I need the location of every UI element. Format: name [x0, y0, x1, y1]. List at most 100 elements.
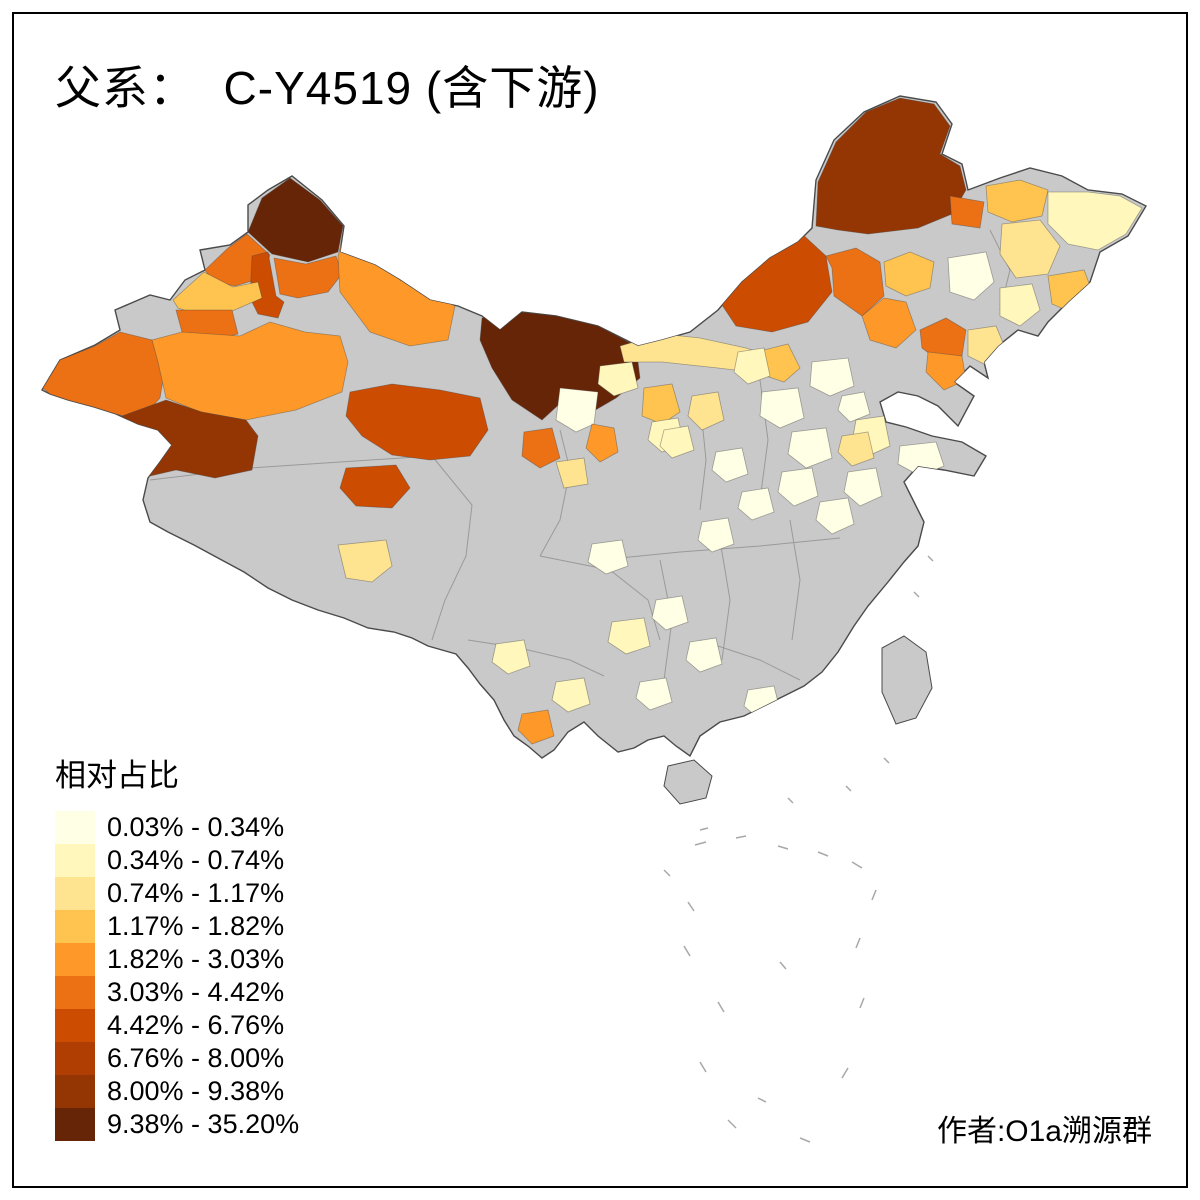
- legend-row: 3.03% - 4.42%: [55, 976, 299, 1009]
- map-region-ningxia-s: [659, 425, 695, 459]
- province-border: [699, 639, 801, 681]
- map-region-shanxi-a: [787, 427, 833, 469]
- map-region-yunnan-s: [517, 709, 555, 745]
- sea-mark: [913, 591, 920, 598]
- sea-mark: [687, 901, 695, 912]
- map-region-heihe: [985, 179, 1049, 223]
- sea-mark: [727, 1119, 737, 1129]
- legend-swatch: [55, 844, 95, 877]
- map-region-aksu-korla: [151, 321, 349, 421]
- map-region-shanxi-b: [733, 347, 771, 385]
- sea-mark: [799, 1137, 811, 1143]
- sea-mark: [699, 1061, 707, 1073]
- map-region-hulunbuir-se: [949, 195, 985, 229]
- legend-swatch: [55, 877, 95, 910]
- legend-swatch: [55, 1009, 95, 1042]
- map-region-zhangye: [521, 427, 561, 469]
- legend-swatch: [55, 910, 95, 943]
- map-region-im-baotou: [825, 247, 885, 317]
- map-region-hami: [345, 383, 489, 461]
- legend-swatch: [55, 811, 95, 844]
- sea-mark: [883, 757, 890, 764]
- legend-swatch: [55, 1108, 95, 1141]
- legend-label: 0.74% - 1.17%: [107, 878, 285, 908]
- legend-label: 8.00% - 9.38%: [107, 1076, 285, 1106]
- sea-mark: [757, 1097, 767, 1103]
- sea-mark: [699, 827, 709, 831]
- map-region-im-hohhot: [861, 297, 917, 349]
- legend-row: 0.03% - 0.34%: [55, 811, 299, 844]
- sea-mark: [817, 851, 829, 857]
- map-region-altay: [247, 177, 344, 263]
- province-border: [539, 429, 571, 557]
- legend-swatch: [55, 976, 95, 1009]
- legend-label: 3.03% - 4.42%: [107, 977, 285, 1007]
- legend-swatch: [55, 1042, 95, 1075]
- sea-mark: [787, 797, 794, 804]
- map-region-jilin-c: [999, 283, 1041, 327]
- island-hainan: [663, 759, 713, 805]
- legend-row: 8.00% - 9.38%: [55, 1075, 299, 1108]
- legend-row: 1.17% - 1.82%: [55, 910, 299, 943]
- map-region-hulunbuir: [815, 97, 967, 235]
- legend-swatch: [55, 943, 95, 976]
- map-region-shaanxi-s: [711, 447, 749, 483]
- map-region-hebei-a: [759, 387, 805, 429]
- sea-mark: [871, 889, 877, 901]
- province-border: [539, 555, 661, 641]
- province-border: [431, 455, 473, 641]
- legend-row: 0.74% - 1.17%: [55, 877, 299, 910]
- sea-mark: [859, 997, 865, 1009]
- map-region-gansu-pale: [555, 387, 599, 433]
- sea-mark: [927, 555, 934, 562]
- legend-row: 6.76% - 8.00%: [55, 1042, 299, 1075]
- map-region-hebei-b: [809, 357, 855, 397]
- map-region-jiangsu-a: [843, 467, 883, 507]
- legend-label: 0.34% - 0.74%: [107, 845, 285, 875]
- sea-mark: [777, 845, 789, 850]
- sea-mark: [845, 785, 852, 792]
- legend-row: 4.42% - 6.76%: [55, 1009, 299, 1042]
- map-region-gansu-east: [555, 457, 589, 489]
- map-region-ningxia: [641, 383, 681, 425]
- legend-row: 0.34% - 0.74%: [55, 844, 299, 877]
- province-border: [467, 639, 605, 677]
- map-region-gansu-c: [597, 361, 639, 397]
- map-region-lanzhou: [585, 423, 619, 463]
- map-region-chongqing-a: [651, 595, 689, 631]
- map-region-harbin-n: [999, 219, 1061, 279]
- map-region-hunan-a: [685, 637, 723, 673]
- map-region-qinghai-south: [337, 539, 393, 583]
- map-region-yunnan-e: [551, 677, 591, 713]
- legend-row: 9.38% - 35.20%: [55, 1108, 299, 1141]
- sea-mark: [851, 861, 863, 869]
- map-region-henan-b: [737, 487, 775, 521]
- map-region-ne-far: [1047, 191, 1143, 251]
- map-region-sichuan-a: [587, 539, 629, 575]
- island-taiwan: [881, 635, 933, 725]
- legend-label: 0.03% - 0.34%: [107, 812, 285, 842]
- legend-swatch: [55, 1075, 95, 1108]
- map-region-shaanxi-n: [687, 391, 725, 431]
- sea-mark: [717, 1001, 725, 1013]
- province-border: [719, 539, 731, 661]
- province-border: [789, 519, 801, 641]
- map-region-henan-a: [777, 467, 819, 507]
- sea-mark: [694, 841, 707, 846]
- legend-title: 相对占比: [55, 758, 179, 793]
- legend-label: 6.76% - 8.00%: [107, 1043, 285, 1073]
- map-region-yunnan-w: [491, 639, 531, 675]
- sea-mark: [683, 945, 691, 957]
- map-region-jiangsu-b: [837, 431, 875, 467]
- map-region-qiqihar: [947, 251, 995, 301]
- legend-label: 9.38% - 35.20%: [107, 1109, 300, 1139]
- legend-label: 1.82% - 3.03%: [107, 944, 285, 974]
- map-region-anhui-a: [815, 497, 855, 535]
- sea-mark: [663, 869, 671, 877]
- legend-rows: 0.03% - 0.34% 0.34% - 0.74% 0.74% - 1.17% 1…: [55, 811, 299, 1141]
- map-region-guizhou-a: [607, 617, 651, 655]
- legend-label: 1.17% - 1.82%: [107, 911, 285, 941]
- sea-mark: [735, 835, 747, 839]
